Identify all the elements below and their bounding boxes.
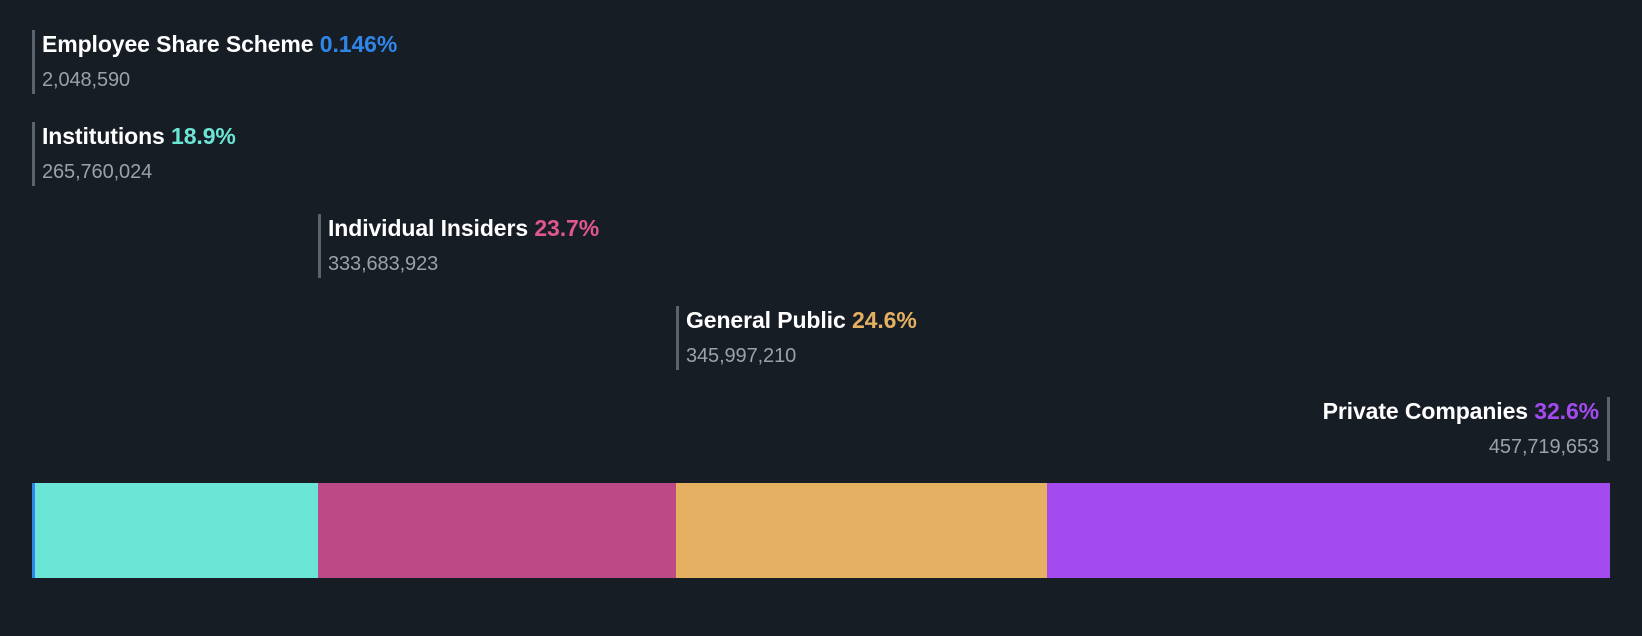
label-title-institutions: Institutions 18.9% bbox=[42, 122, 236, 151]
bar-segment-employee-share-scheme[interactable] bbox=[32, 483, 35, 578]
label-name-private-companies: Private Companies bbox=[1322, 398, 1528, 424]
label-block-private-companies[interactable]: Private Companies 32.6% 457,719,653 bbox=[1323, 397, 1610, 461]
label-percent-individual-insiders: 23.7% bbox=[534, 215, 600, 241]
label-block-institutions[interactable]: Institutions 18.9% 265,760,024 bbox=[32, 122, 236, 186]
label-block-general-public[interactable]: General Public 24.6% 345,997,210 bbox=[676, 306, 917, 370]
label-count-general-public: 345,997,210 bbox=[686, 345, 797, 367]
label-title-general-public: General Public 24.6% bbox=[686, 306, 917, 335]
label-count-individual-insiders: 333,683,923 bbox=[328, 253, 439, 275]
label-percent-private-companies: 32.6% bbox=[1534, 398, 1599, 424]
label-percent-employee-share-scheme: 0.146% bbox=[319, 31, 398, 57]
bar-segment-general-public[interactable] bbox=[676, 483, 1047, 578]
label-name-employee-share-scheme: Employee Share Scheme bbox=[42, 31, 314, 57]
label-count-institutions: 265,760,024 bbox=[42, 161, 153, 183]
bar-segment-institutions[interactable] bbox=[35, 483, 318, 578]
stacked-bar bbox=[32, 483, 1610, 578]
label-name-institutions: Institutions bbox=[42, 123, 165, 149]
label-title-employee-share-scheme: Employee Share Scheme 0.146% bbox=[42, 30, 397, 59]
label-count-employee-share-scheme: 2,048,590 bbox=[42, 69, 131, 91]
label-name-general-public: General Public bbox=[686, 307, 846, 333]
label-percent-general-public: 24.6% bbox=[851, 307, 917, 333]
label-block-individual-insiders[interactable]: Individual Insiders 23.7% 333,683,923 bbox=[318, 214, 599, 278]
bar-segment-individual-insiders[interactable] bbox=[318, 483, 676, 578]
label-title-private-companies: Private Companies 32.6% bbox=[1322, 397, 1600, 426]
label-percent-institutions: 18.9% bbox=[171, 123, 236, 149]
label-block-employee-share-scheme[interactable]: Employee Share Scheme 0.146% 2,048,590 bbox=[32, 30, 397, 94]
bar-segment-private-companies[interactable] bbox=[1047, 483, 1610, 578]
label-count-private-companies: 457,719,653 bbox=[1488, 436, 1599, 458]
label-name-individual-insiders: Individual Insiders bbox=[328, 215, 529, 241]
label-title-individual-insiders: Individual Insiders 23.7% bbox=[328, 214, 599, 243]
